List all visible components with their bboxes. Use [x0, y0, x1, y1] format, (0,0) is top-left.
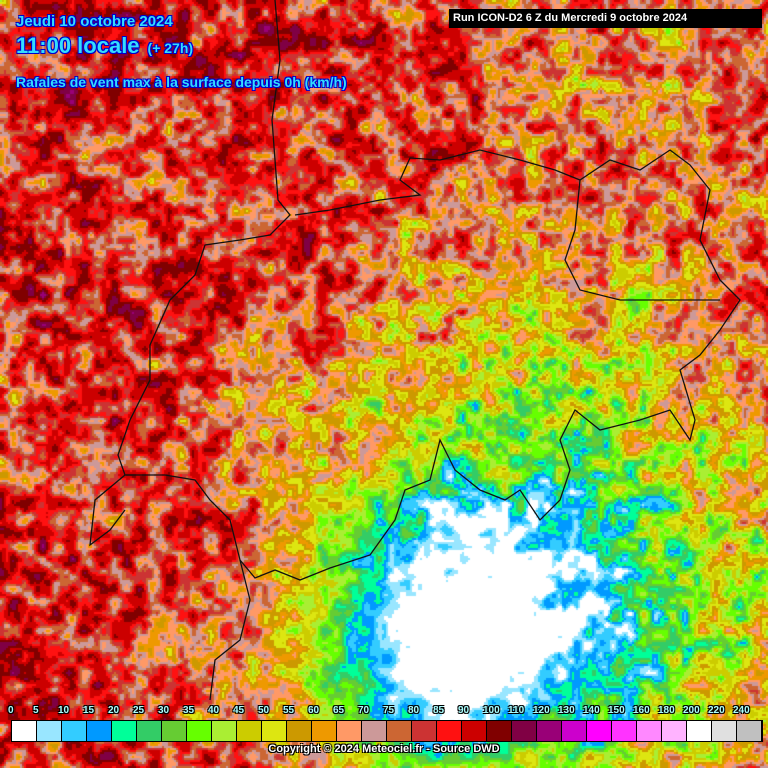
legend-label: 10	[58, 705, 70, 716]
legend-label: 75	[383, 705, 395, 716]
copyright: Copyright © 2024 Meteociel.fr - Source D…	[268, 743, 500, 755]
legend-swatch	[287, 721, 312, 741]
legend-swatch	[537, 721, 562, 741]
legend-swatch	[37, 721, 62, 741]
legend-labels: 0 5 10 15 20 25 30 35 40 45 50 55 60 65 70 75 80 85 90 100 1…	[0, 705, 768, 719]
legend-swatch	[112, 721, 137, 741]
legend-label: 65	[333, 705, 345, 716]
legend-label: 85	[433, 705, 445, 716]
legend-swatch	[137, 721, 162, 741]
legend-swatch	[462, 721, 487, 741]
model-run-label: Run ICON-D2 6 Z du Mercredi 9 octobre 20…	[449, 9, 762, 28]
forecast-date: Jeudi 10 octobre 2024	[16, 13, 173, 30]
legend-swatch	[412, 721, 437, 741]
legend-label: 110	[508, 705, 525, 716]
legend-label: 70	[358, 705, 370, 716]
legend-swatch	[187, 721, 212, 741]
legend-label: 45	[233, 705, 245, 716]
border-line	[564, 179, 720, 301]
legend-swatch	[337, 721, 362, 741]
legend-label: 130	[558, 705, 575, 716]
legend-label: 180	[658, 705, 675, 716]
legend-swatch	[312, 721, 337, 741]
legend-label: 20	[108, 705, 120, 716]
legend-label: 5	[33, 705, 39, 716]
legend-swatch	[637, 721, 662, 741]
legend-swatch	[387, 721, 412, 741]
local-time: 11:00 locale	[16, 33, 140, 58]
legend-label: 50	[258, 705, 270, 716]
border-line	[89, 474, 126, 547]
legend-swatch	[687, 721, 712, 741]
legend-label: 60	[308, 705, 320, 716]
parameter-title: Rafales de vent max à la surface depuis …	[16, 74, 347, 90]
legend-label: 150	[608, 705, 625, 716]
legend-swatch	[662, 721, 687, 741]
legend-label: 55	[283, 705, 295, 716]
legend-swatch	[262, 721, 287, 741]
legend-label: 140	[583, 705, 600, 716]
legend-label: 90	[458, 705, 470, 716]
legend-label: 30	[158, 705, 170, 716]
legend-swatch	[62, 721, 87, 741]
legend-swatch	[362, 721, 387, 741]
legend-swatch	[737, 721, 762, 741]
legend-label: 160	[633, 705, 650, 716]
legend-label: 0	[8, 705, 14, 716]
legend-label: 100	[483, 705, 500, 716]
lead-time: (+ 27h)	[147, 40, 194, 56]
legend-label: 80	[408, 705, 420, 716]
legend-swatch	[712, 721, 737, 741]
legend-label: 35	[183, 705, 195, 716]
legend-label: 40	[208, 705, 220, 716]
color-legend	[11, 720, 763, 742]
legend-swatch	[237, 721, 262, 741]
legend-swatch	[162, 721, 187, 741]
legend-label: 240	[733, 705, 750, 716]
legend-swatch	[87, 721, 112, 741]
legend-swatch	[562, 721, 587, 741]
legend-label: 25	[133, 705, 145, 716]
legend-label: 15	[83, 705, 95, 716]
legend-label: 200	[683, 705, 700, 716]
legend-label: 120	[533, 705, 550, 716]
legend-swatch	[437, 721, 462, 741]
legend-swatch	[612, 721, 637, 741]
legend-swatch	[487, 721, 512, 741]
legend-swatch	[212, 721, 237, 741]
border-line	[117, 0, 741, 581]
legend-label: 220	[708, 705, 725, 716]
legend-swatch	[587, 721, 612, 741]
legend-swatch	[12, 721, 37, 741]
border-line	[209, 559, 251, 701]
forecast-time: 11:00 locale (+ 27h)	[16, 33, 193, 59]
legend-swatch	[512, 721, 537, 741]
